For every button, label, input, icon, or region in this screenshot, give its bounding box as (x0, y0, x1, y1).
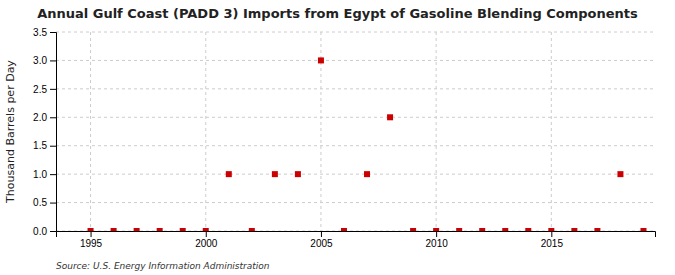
grid-line (56, 145, 655, 146)
tick-mark (206, 231, 207, 237)
tick: 2010 (426, 231, 449, 249)
point (548, 228, 554, 231)
tick: 2000 (195, 231, 218, 249)
tick-label: 1995 (80, 238, 103, 249)
x-axis: 1995 2000 2005 2010 2015 (57, 231, 656, 249)
tick-label: 2.0 (33, 112, 47, 123)
tick-label: 0.0 (33, 226, 47, 237)
point (180, 228, 186, 231)
tick-mark (551, 231, 552, 237)
point (410, 228, 416, 231)
grid-line (56, 32, 655, 33)
tick-mark (50, 60, 56, 61)
tick-mark (50, 117, 56, 118)
tick-label: 3.0 (33, 55, 47, 66)
tick: 1.5 (33, 140, 56, 151)
point (502, 228, 508, 231)
tick-mark (50, 146, 56, 147)
axis-line (57, 232, 656, 238)
tick: 2.0 (33, 112, 56, 123)
grid-line (551, 32, 552, 231)
grid-line (56, 174, 655, 175)
point (364, 171, 370, 177)
source: Source: U.S. Energy Information Administ… (56, 261, 270, 271)
point (272, 171, 278, 177)
tick-mark (50, 203, 56, 204)
grid-line (56, 88, 655, 89)
tick-mark (50, 89, 56, 90)
tick-label: 3.5 (33, 27, 47, 38)
tick-label: 1.5 (33, 140, 47, 151)
point (387, 114, 393, 120)
tick: 2015 (541, 231, 564, 249)
point (456, 228, 462, 231)
grid-line (56, 117, 655, 118)
y-axis-title: Thousand Barrels per Day (4, 60, 17, 204)
point (433, 228, 439, 231)
point (640, 228, 646, 231)
tick-label: 0.5 (33, 197, 47, 208)
tick-mark (436, 231, 437, 237)
tick-mark (50, 32, 56, 33)
point (525, 228, 531, 231)
tick: 3.0 (33, 55, 56, 66)
grid-line (56, 202, 655, 203)
axis-line (50, 33, 57, 232)
point (318, 57, 324, 63)
plot-area: 1995 2000 2005 2010 2015 0.0 0.5 1.0 1.5 2.0 2.5 3.… (33, 27, 655, 249)
point (88, 228, 94, 231)
point (479, 228, 485, 231)
point (295, 171, 301, 177)
grid-line (205, 32, 206, 231)
grid-line (56, 60, 655, 61)
tick: 2.5 (33, 84, 56, 95)
y-axis: 0.0 0.5 1.0 1.5 2.0 2.5 3.0 3.5 (33, 27, 56, 237)
tick-label: 1.0 (33, 169, 47, 180)
tick-label: 2015 (541, 238, 564, 249)
grid (56, 32, 655, 231)
tick-mark (91, 231, 92, 237)
point (111, 228, 117, 231)
tick-mark (50, 174, 56, 175)
title: Annual Gulf Coast (PADD 3) Imports from … (37, 6, 638, 21)
point (249, 228, 255, 231)
point (134, 228, 140, 231)
tick: 3.5 (33, 27, 56, 38)
point (594, 228, 600, 231)
grid-line (436, 32, 437, 231)
chart: 1995 2000 2005 2010 2015 0.0 0.5 1.0 1.5 2.0 2.5 3.… (0, 0, 675, 275)
grid-line (90, 32, 91, 231)
tick: 1.0 (33, 169, 56, 180)
point (571, 228, 577, 231)
point (341, 228, 347, 231)
tick-mark (50, 231, 56, 232)
tick: 0.0 (33, 226, 56, 237)
tick: 0.5 (33, 197, 56, 208)
points (88, 57, 647, 231)
point (226, 171, 232, 177)
tick: 1995 (80, 231, 103, 249)
tick: 2005 (310, 231, 333, 249)
tick-label: 2000 (195, 238, 218, 249)
tick-mark (321, 231, 322, 237)
point (203, 228, 209, 231)
tick-label: 2010 (426, 238, 449, 249)
point (617, 171, 623, 177)
point (157, 228, 163, 231)
tick-label: 2.5 (33, 84, 47, 95)
tick-label: 2005 (310, 238, 333, 249)
